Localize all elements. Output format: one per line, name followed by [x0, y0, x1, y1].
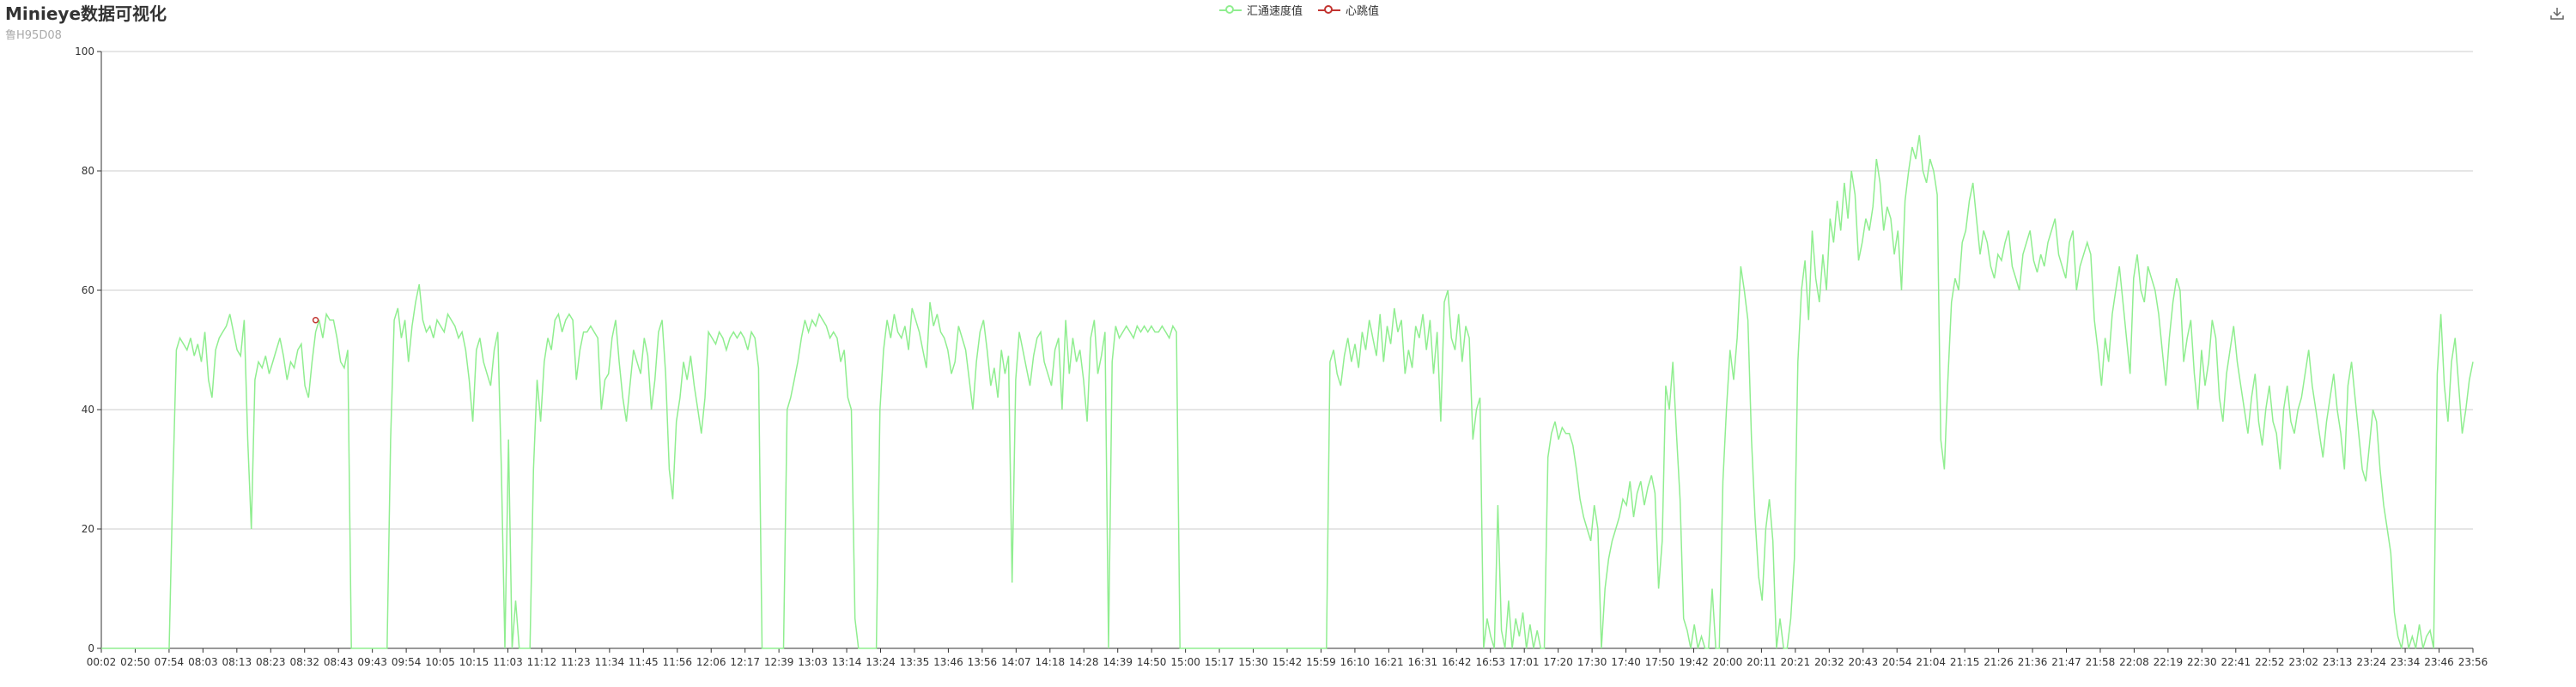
y-tick-label: 80	[82, 165, 94, 177]
x-tick-label: 08:13	[222, 656, 252, 668]
x-tick-label: 12:06	[696, 656, 726, 668]
x-tick-label: 10:05	[425, 656, 455, 668]
y-tick-label: 40	[82, 404, 94, 416]
x-tick-label: 13:03	[798, 656, 828, 668]
legend-label-speed: 汇通速度值	[1247, 5, 1303, 18]
x-tick-label: 15:00	[1170, 656, 1200, 668]
x-tick-label: 11:34	[595, 656, 625, 668]
x-tick-label: 16:53	[1475, 656, 1505, 668]
x-tick-label: 14:28	[1069, 656, 1099, 668]
x-tick-label: 22:41	[2221, 656, 2251, 668]
x-tick-label: 23:13	[2323, 656, 2353, 668]
x-tick-label: 21:26	[1984, 656, 2014, 668]
x-tick-label: 22:08	[2119, 656, 2149, 668]
x-tick-label: 13:35	[900, 656, 930, 668]
x-tick-label: 15:30	[1238, 656, 1268, 668]
download-icon[interactable]	[2549, 5, 2566, 22]
x-tick-label: 21:04	[1916, 656, 1946, 668]
legend-item-speed[interactable]: 汇通速度值	[1219, 2, 1303, 18]
x-tick-label: 17:20	[1543, 656, 1573, 668]
x-tick-label: 15:59	[1306, 656, 1336, 668]
x-tick-label: 11:03	[493, 656, 523, 668]
x-tick-label: 08:43	[324, 656, 354, 668]
x-tick-label: 22:30	[2187, 656, 2217, 668]
x-tick-label: 16:21	[1374, 656, 1404, 668]
heartbeat-point	[312, 317, 319, 324]
chart-subtitle: 鲁H95D08	[5, 29, 62, 42]
x-tick-label: 02:50	[120, 656, 150, 668]
x-tick-label: 23:02	[2288, 656, 2318, 668]
legend-label-heartbeat: 心跳值	[1346, 5, 1380, 18]
x-tick-label: 20:43	[1848, 656, 1878, 668]
x-tick-label: 11:23	[561, 656, 591, 668]
x-tick-label: 16:31	[1408, 656, 1438, 668]
x-tick-label: 11:12	[527, 656, 557, 668]
x-tick-label: 13:14	[832, 656, 862, 668]
legend: 汇通速度值 心跳值	[1219, 2, 1379, 18]
x-tick-label: 13:46	[933, 656, 963, 668]
x-tick-label: 14:50	[1137, 656, 1167, 668]
x-tick-label: 21:15	[1950, 656, 1980, 668]
y-tick-label: 60	[82, 284, 94, 296]
series-line-speed	[101, 135, 2474, 649]
x-tick-label: 12:39	[764, 656, 794, 668]
x-tick-label: 15:42	[1273, 656, 1303, 668]
x-tick-label: 09:54	[392, 656, 422, 668]
x-tick-label: 13:24	[866, 656, 896, 668]
x-tick-label: 21:47	[2051, 656, 2081, 668]
x-tick-label: 20:21	[1781, 656, 1811, 668]
x-tick-label: 17:01	[1510, 656, 1540, 668]
x-tick-label: 09:43	[357, 656, 387, 668]
x-tick-label: 20:32	[1814, 656, 1844, 668]
x-tick-label: 14:39	[1103, 656, 1133, 668]
x-tick-label: 12:17	[730, 656, 760, 668]
x-tick-label: 10:15	[459, 656, 489, 668]
x-tick-label: 08:32	[289, 656, 319, 668]
x-tick-label: 23:34	[2391, 656, 2421, 668]
x-tick-label: 17:50	[1645, 656, 1675, 668]
x-tick-label: 20:54	[1882, 656, 1912, 668]
x-tick-label: 22:52	[2255, 656, 2285, 668]
y-tick-label: 100	[75, 46, 94, 58]
x-tick-label: 22:19	[2154, 656, 2184, 668]
x-tick-label: 23:46	[2424, 656, 2454, 668]
y-tick-label: 0	[88, 642, 94, 654]
x-tick-label: 21:58	[2086, 656, 2116, 668]
x-tick-label: 08:03	[188, 656, 218, 668]
legend-item-heartbeat[interactable]: 心跳值	[1318, 2, 1379, 18]
x-tick-label: 17:30	[1577, 656, 1607, 668]
x-tick-label: 20:00	[1713, 656, 1743, 668]
x-tick-label: 16:10	[1340, 656, 1370, 668]
x-tick-label: 00:02	[87, 656, 117, 668]
x-tick-label: 14:18	[1036, 656, 1066, 668]
x-tick-label: 15:17	[1205, 656, 1235, 668]
x-tick-label: 07:54	[155, 656, 185, 668]
chart-title: Minieye数据可视化	[5, 3, 167, 24]
x-tick-label: 13:56	[968, 656, 998, 668]
x-tick-label: 21:36	[2018, 656, 2048, 668]
x-tick-label: 19:42	[1679, 656, 1709, 668]
legend-swatch-speed	[1219, 4, 1242, 16]
legend-swatch-heartbeat	[1318, 4, 1341, 16]
y-tick-label: 20	[82, 523, 94, 535]
x-tick-label: 23:56	[2458, 656, 2488, 668]
x-tick-label: 16:42	[1442, 656, 1472, 668]
x-tick-label: 14:07	[1001, 656, 1031, 668]
x-tick-label: 08:23	[256, 656, 286, 668]
x-tick-label: 23:24	[2356, 656, 2386, 668]
x-tick-label: 17:40	[1611, 656, 1641, 668]
x-tick-label: 20:11	[1747, 656, 1777, 668]
x-tick-label: 11:45	[629, 656, 659, 668]
x-tick-label: 11:56	[662, 656, 692, 668]
